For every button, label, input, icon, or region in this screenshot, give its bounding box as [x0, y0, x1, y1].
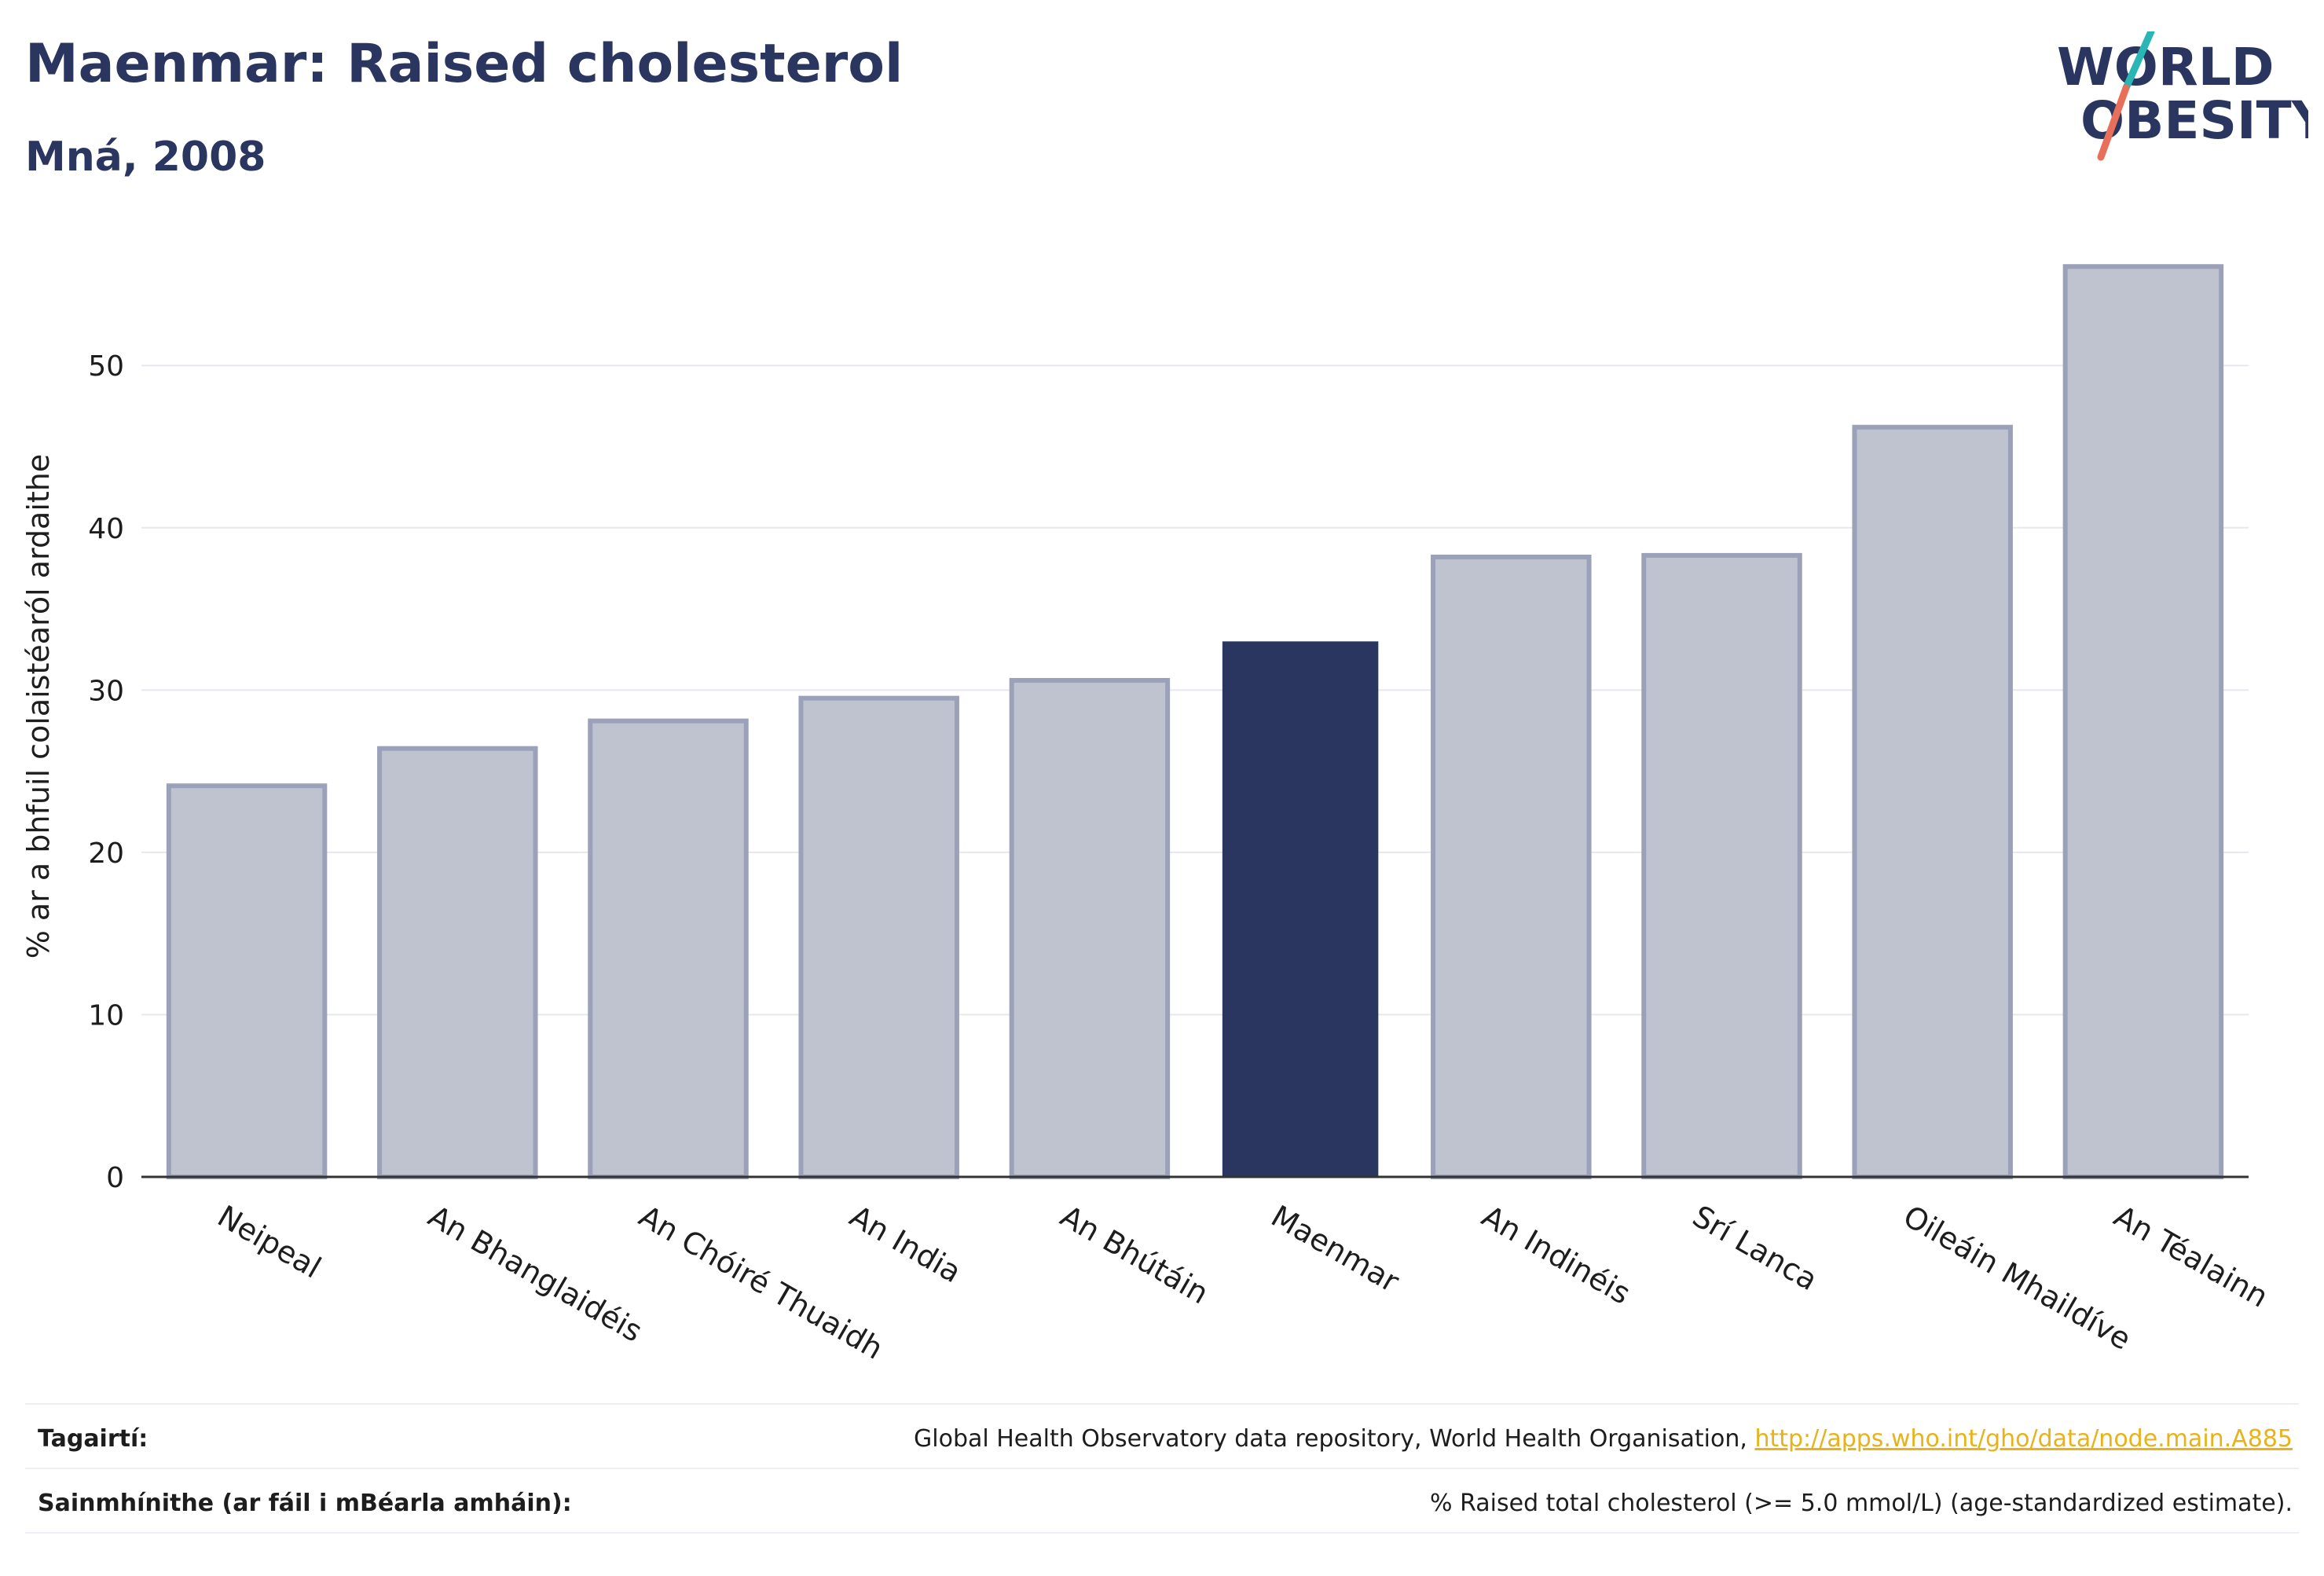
- x-tick-label: Oileáin Mhaildíve: [1897, 1199, 2137, 1357]
- x-tick-label: An Bhútáin: [1054, 1199, 1214, 1311]
- x-tick-label: An Téalainn: [2108, 1199, 2274, 1314]
- logo-line1: WORLD: [2057, 37, 2275, 97]
- x-tick-label: Srí Lanca: [1687, 1199, 1824, 1298]
- bar-an-bh-t-in: [1009, 677, 1171, 1179]
- bar-an-t-alainn: [2062, 264, 2224, 1179]
- bar-oile-in-mhaild-ve: [1852, 424, 2013, 1179]
- footer-divider: [25, 1532, 2299, 1534]
- y-tick-label: 30: [88, 675, 124, 707]
- y-tick-label: 10: [88, 999, 124, 1032]
- y-tick-labels: 0 10 20 30 40 50: [88, 350, 124, 1194]
- bars: [166, 264, 2224, 1179]
- bar-sr-lanca: [1641, 552, 1802, 1179]
- x-tick-label: An India: [844, 1199, 967, 1290]
- x-tick-label: An Indinéis: [1476, 1199, 1637, 1311]
- x-tick-label: Neipeal: [212, 1199, 327, 1285]
- references-label: Tagairtí:: [38, 1425, 148, 1453]
- chart-subtitle: Mná, 2008: [25, 134, 266, 181]
- definitions-value: % Raised total cholesterol (>= 5.0 mmol/…: [1430, 1490, 2293, 1517]
- bar-neipeal: [166, 783, 328, 1179]
- y-tick-label: 40: [88, 513, 124, 545]
- world-obesity-logo: WORLD OBESITY: [2057, 31, 2308, 161]
- bar-an-india: [798, 695, 959, 1179]
- footer-divider: [25, 1468, 2299, 1469]
- x-tick-label: Maenmar: [1266, 1199, 1406, 1299]
- references-row: Tagairtí: Global Health Observatory data…: [38, 1425, 2293, 1464]
- y-tick-label: 0: [106, 1162, 124, 1194]
- x-tick-label: An Bhanglaidéis: [423, 1199, 648, 1349]
- bar-an-ch-ir-thuaidh: [588, 718, 749, 1179]
- bar-maenmar: [1222, 641, 1379, 1177]
- references-text: Global Health Observatory data repositor…: [914, 1425, 1755, 1453]
- footer-divider: [25, 1403, 2299, 1405]
- references-value: Global Health Observatory data repositor…: [914, 1425, 2293, 1453]
- y-tick-label: 20: [88, 837, 124, 870]
- chart-title: Maenmar: Raised cholesterol: [25, 33, 904, 95]
- bar-an-indin-is: [1431, 554, 1592, 1179]
- definitions-label: Sainmhínithe (ar fáil i mBéarla amháin):: [38, 1490, 572, 1517]
- definitions-row: Sainmhínithe (ar fáil i mBéarla amháin):…: [38, 1490, 2293, 1529]
- bar-an-bhanglaid-is: [377, 746, 538, 1179]
- y-tick-label: 50: [88, 350, 124, 383]
- y-axis-label: % ar a bhfuil colaistéaról ardaithe: [21, 454, 56, 959]
- references-link[interactable]: http://apps.who.int/gho/data/node.main.A…: [1754, 1425, 2293, 1453]
